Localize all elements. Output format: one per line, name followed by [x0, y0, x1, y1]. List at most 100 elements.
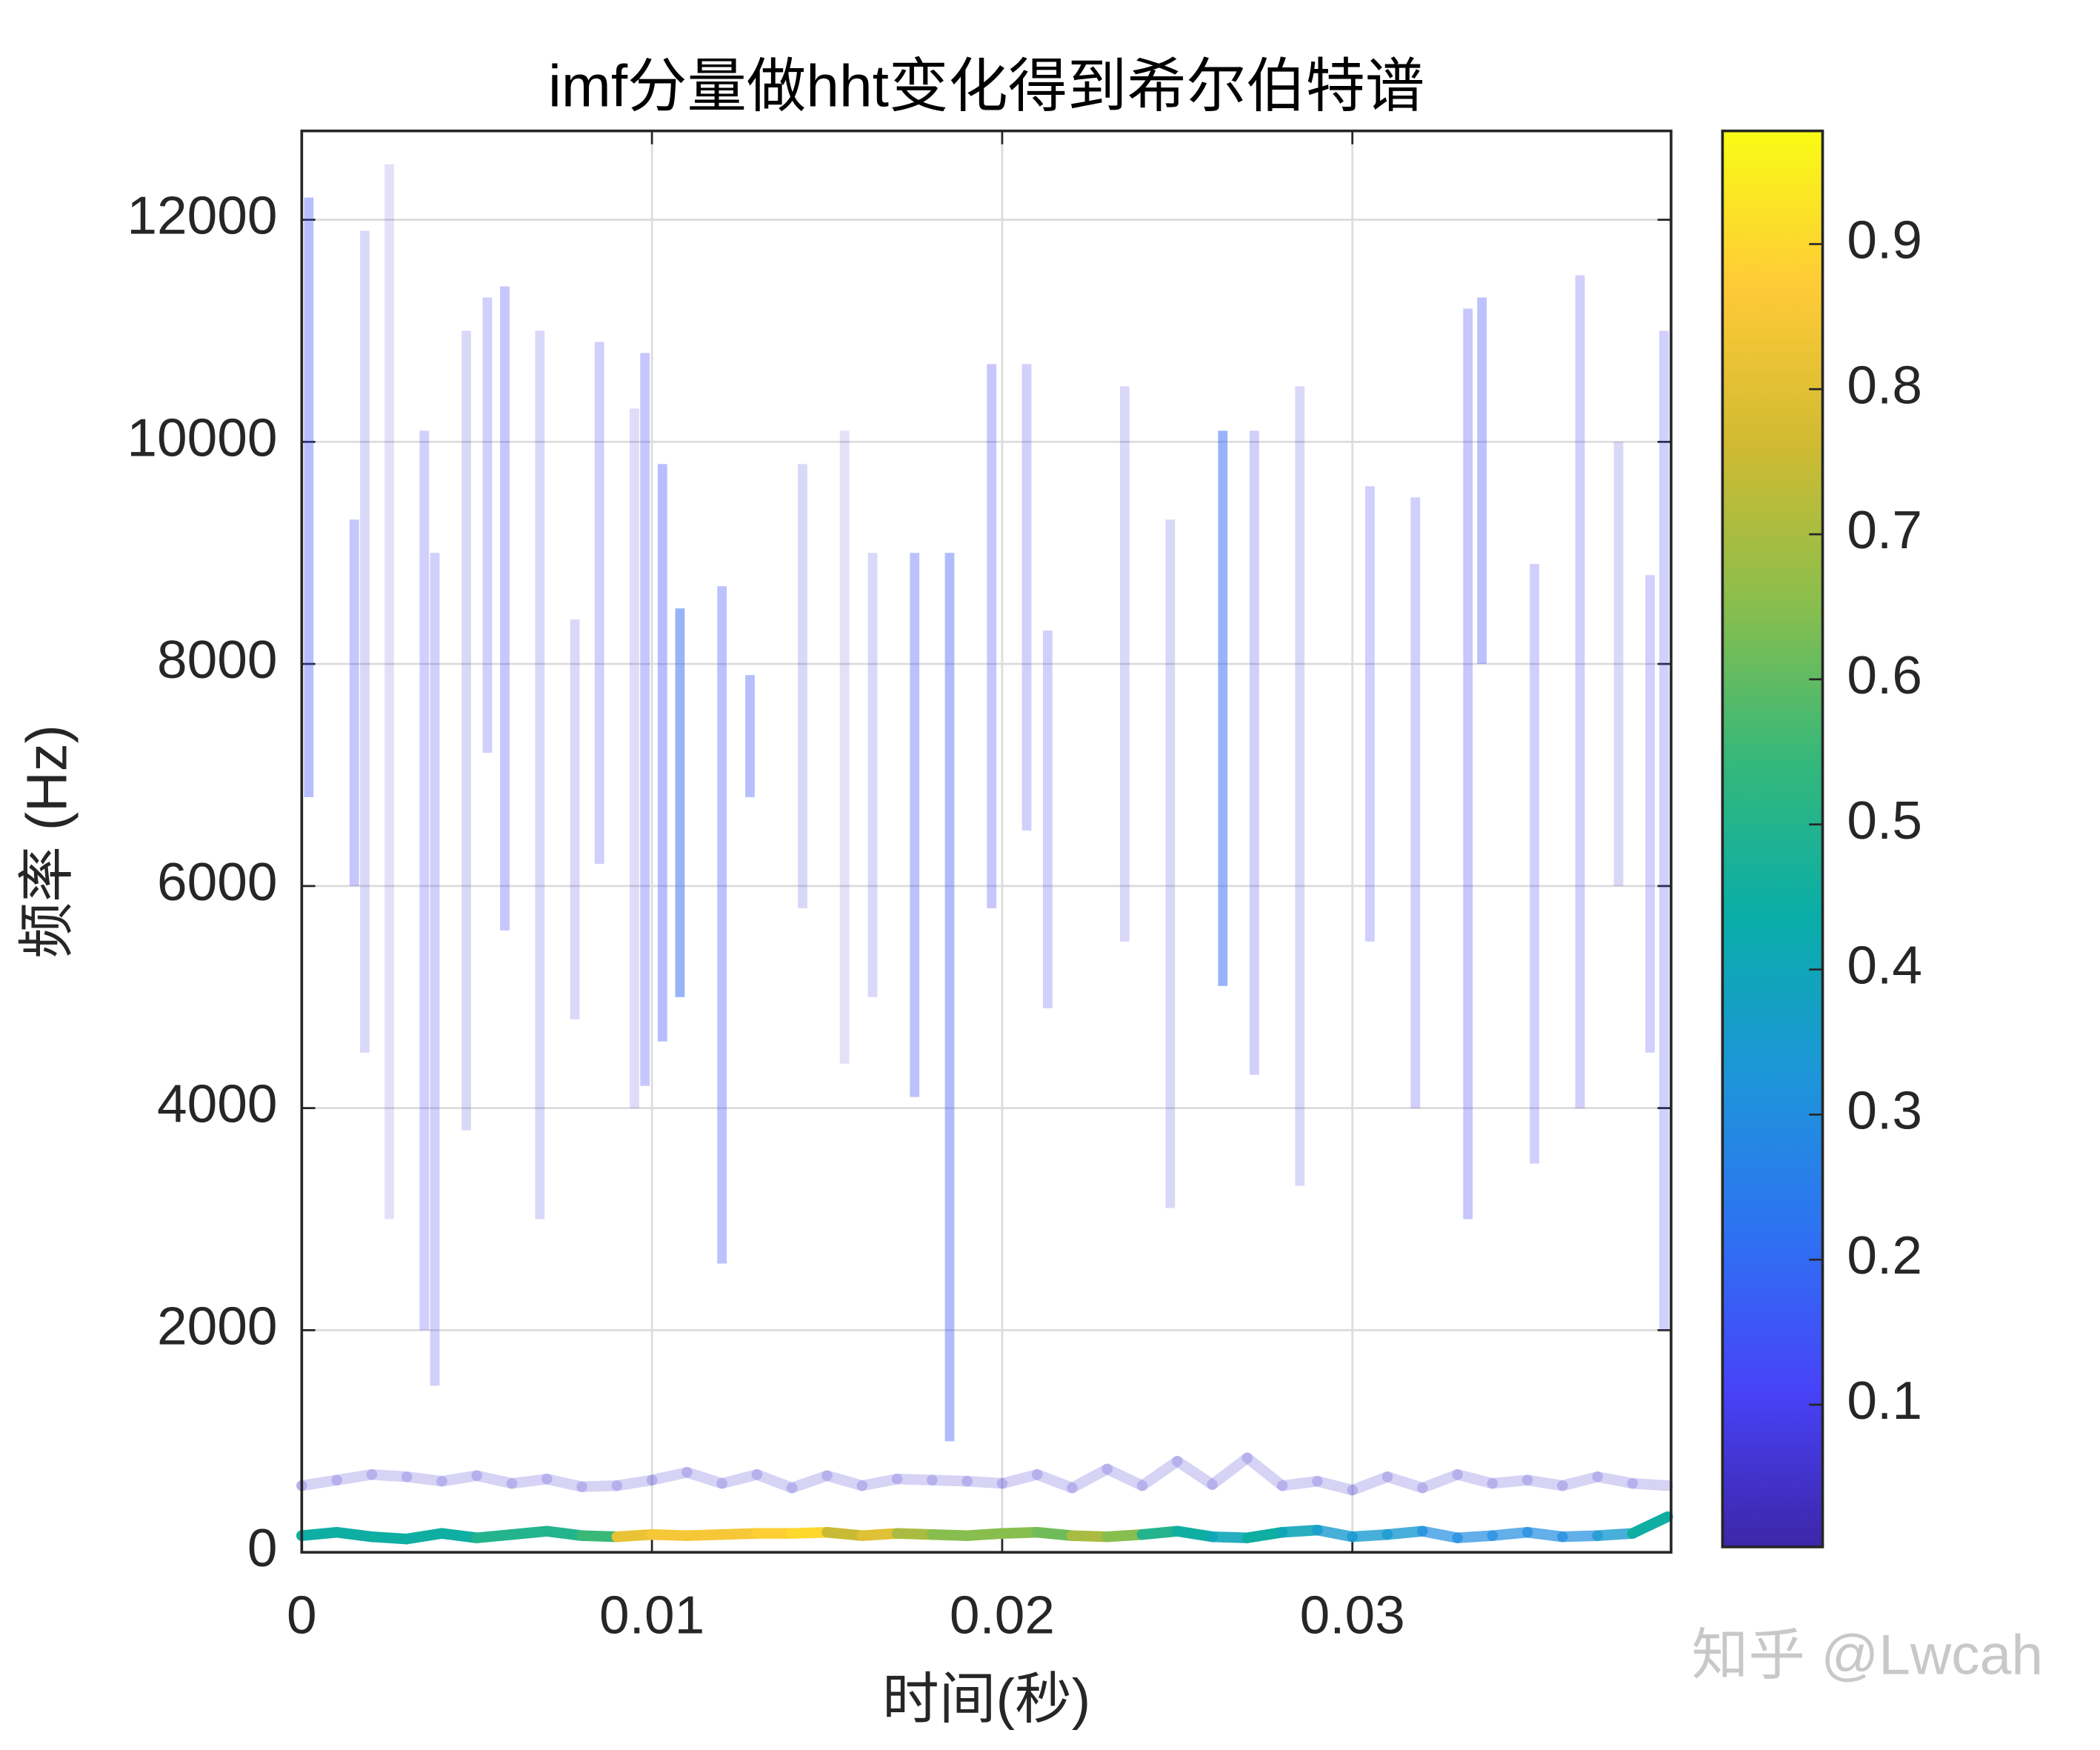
colorbar: [1721, 129, 1824, 1548]
ridge-segment: [1381, 1471, 1428, 1494]
ridge-segment: [576, 1480, 623, 1492]
ridge-segment: [296, 1474, 342, 1491]
axes-box: [300, 129, 1673, 1554]
ridge-segment: [331, 1469, 378, 1485]
spectrum-streak: [1218, 430, 1228, 986]
ridge-segment: [541, 1474, 587, 1492]
spectrum-streak: [1364, 486, 1375, 942]
y-tick-label: 2000: [157, 1297, 278, 1356]
ridge-segment: [366, 1469, 413, 1483]
ridge-segment: [786, 1526, 833, 1539]
ridge-segment: [1347, 1528, 1393, 1543]
y-tick-label: 4000: [157, 1074, 278, 1134]
ridge-segment: [506, 1474, 553, 1489]
ridge-segment: [1347, 1471, 1393, 1496]
ridge-segment: [1136, 1526, 1183, 1540]
spectrum-streak: [910, 553, 920, 1097]
ridge-segment: [1592, 1471, 1639, 1489]
ridge-segment: [961, 1528, 1008, 1541]
x-tick-label: 0.03: [1300, 1586, 1405, 1645]
colorbar-tick-label: 0.7: [1847, 501, 1922, 560]
ridge-segment: [1067, 1530, 1113, 1543]
spectrum-streak: [745, 675, 755, 797]
spectrum-streak: [419, 430, 430, 1331]
colorbar-tick-label: 0.8: [1847, 356, 1922, 415]
spectrum-streak: [657, 464, 667, 1042]
spectrum-streak: [594, 342, 604, 864]
ridge-segment: [1416, 1469, 1463, 1494]
spectrum-streak: [304, 197, 314, 797]
ridge-segment: [1452, 1530, 1499, 1543]
spectrum-streak: [430, 553, 440, 1386]
ridge-segment: [646, 1467, 693, 1485]
y-tick-label: 8000: [157, 631, 278, 690]
spectrum-streak: [1021, 364, 1032, 831]
ridge-segment: [331, 1526, 378, 1543]
y-tick-label: 10000: [127, 408, 277, 468]
spectrum-streak: [1249, 430, 1259, 1075]
ridge-segment: [1557, 1471, 1603, 1491]
colorbar-tick-label: 0.1: [1847, 1371, 1922, 1430]
ridge-segment: [471, 1470, 518, 1489]
x-axis-label: 时间(秒): [882, 1668, 1090, 1730]
spectrum-streak: [798, 464, 807, 908]
ridge-segment: [366, 1531, 413, 1545]
spectrum-streak: [1575, 275, 1585, 1108]
ridge-segment: [1031, 1469, 1078, 1494]
colorbar-tick-label: 0.4: [1847, 936, 1922, 995]
ridge-segment: [1557, 1530, 1603, 1543]
ridge-segment: [541, 1526, 587, 1541]
ridge-segment: [681, 1467, 727, 1489]
ridge-segment: [296, 1526, 342, 1541]
spectrum-streak: [349, 519, 359, 886]
ridge-segment: [1241, 1526, 1288, 1543]
ridge-segment: [506, 1526, 553, 1540]
ridge-segment: [436, 1470, 483, 1487]
y-tick-label: 0: [247, 1519, 278, 1578]
ridge-segment: [716, 1469, 763, 1489]
spectrum-streak: [987, 364, 997, 908]
spectrum-streak: [384, 164, 394, 1220]
y-tick-label: 12000: [127, 186, 277, 245]
ridge-segment: [751, 1469, 798, 1494]
y-tick-label: 6000: [157, 852, 278, 911]
ridge-segment: [1487, 1526, 1533, 1541]
ridge-segment: [646, 1528, 693, 1541]
ridge-segment: [961, 1476, 1008, 1489]
spectrum-streak: [461, 330, 471, 1131]
ridge-segment: [611, 1474, 658, 1491]
ridge-segment: [611, 1528, 658, 1543]
ridge-segment: [1276, 1476, 1323, 1491]
ridge-segment: [927, 1528, 973, 1541]
ridge-segment: [1136, 1456, 1183, 1491]
ridge-segment: [1101, 1528, 1148, 1543]
ridge-segment: [401, 1528, 447, 1545]
ridge-segment: [856, 1528, 903, 1541]
spectrum-streak: [535, 330, 545, 1220]
ridge-segment: [681, 1528, 727, 1541]
ridge-segment: [1031, 1526, 1078, 1541]
ridge-segment: [1312, 1476, 1359, 1496]
ridge-segment: [1627, 1511, 1673, 1539]
ridge-segment: [1172, 1456, 1218, 1490]
ridge-segment: [1416, 1526, 1463, 1543]
spectrum-streak: [1120, 386, 1130, 942]
spectrum-streak: [640, 353, 650, 1086]
colorbar-tick-label: 0.6: [1847, 645, 1922, 705]
ridge-segment: [1101, 1463, 1148, 1491]
spectrum-streak: [360, 230, 370, 1053]
ridge-segment: [1276, 1524, 1323, 1538]
ridge-segment: [821, 1526, 868, 1541]
spectrum-streak: [675, 608, 685, 997]
ridge-segment: [1521, 1526, 1568, 1543]
spectrum-streak: [1645, 575, 1655, 1053]
spectrum-streak: [717, 586, 727, 1264]
spectrum-streak: [1165, 519, 1176, 1208]
spectrum-streak: [944, 553, 955, 1442]
colorbar-tick-label: 0.5: [1847, 791, 1922, 850]
ridge-segment: [1592, 1528, 1639, 1541]
spectrum-streak: [1530, 564, 1539, 1164]
colorbar-tick-label: 0.9: [1847, 210, 1922, 270]
ridge-segment: [1381, 1526, 1428, 1540]
ridge-segment: [1312, 1524, 1359, 1543]
